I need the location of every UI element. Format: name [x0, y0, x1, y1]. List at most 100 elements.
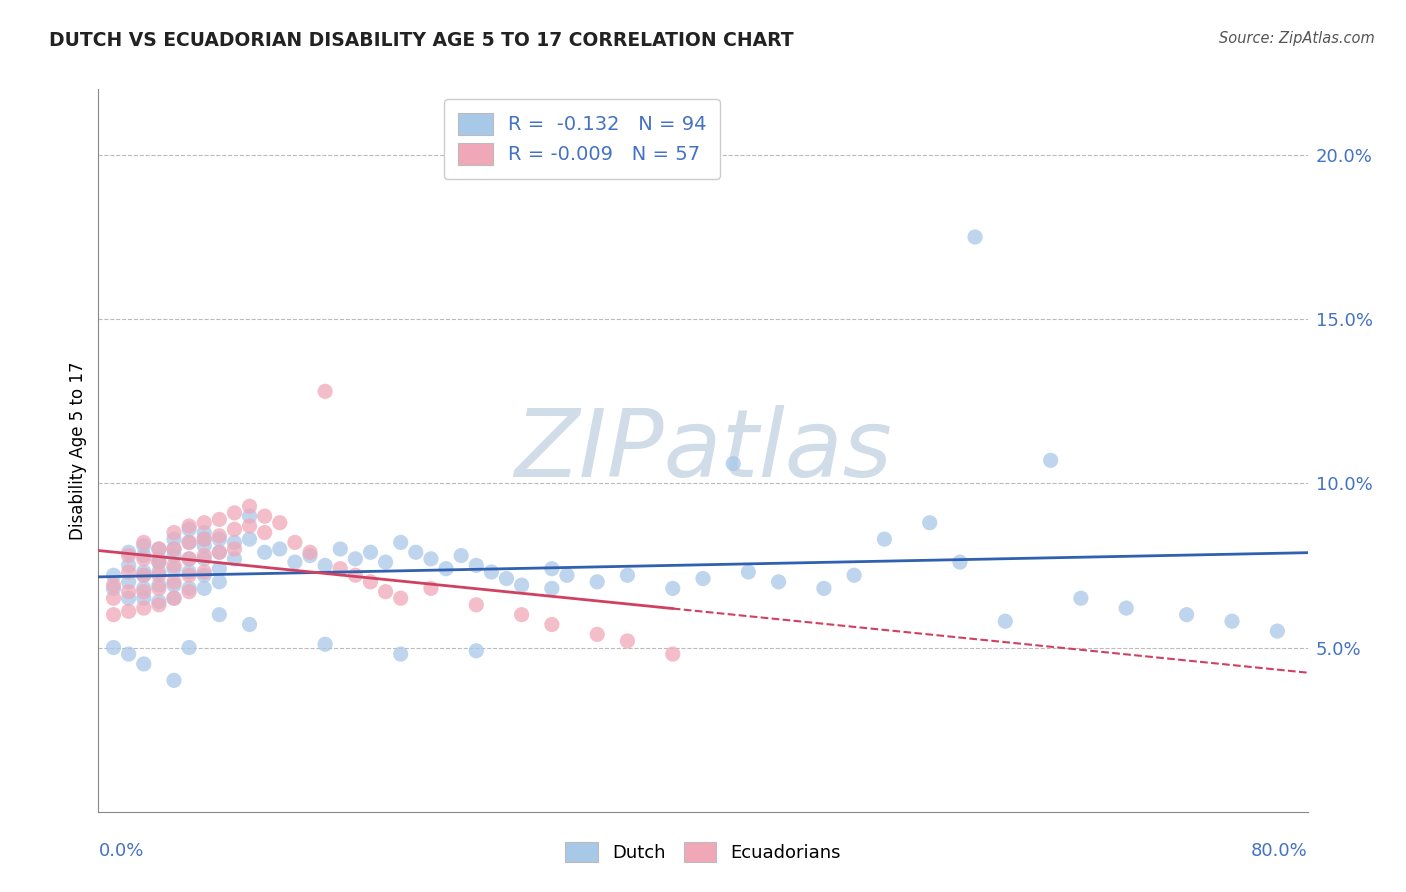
- Point: [118, 591, 141, 606]
- Point: [965, 230, 987, 244]
- Point: [360, 545, 382, 559]
- Point: [224, 551, 246, 566]
- Point: [132, 591, 155, 606]
- Point: [193, 525, 215, 540]
- Point: [586, 627, 609, 641]
- Point: [132, 582, 155, 596]
- Point: [118, 647, 141, 661]
- Point: [103, 607, 125, 622]
- Point: [540, 582, 562, 596]
- Point: [224, 541, 246, 556]
- Point: [616, 634, 638, 648]
- Point: [329, 541, 352, 556]
- Point: [239, 532, 262, 546]
- Point: [132, 549, 155, 563]
- Point: [314, 384, 336, 399]
- Point: [616, 568, 638, 582]
- Point: [269, 516, 291, 530]
- Point: [193, 568, 215, 582]
- Point: [163, 578, 186, 592]
- Point: [148, 551, 170, 566]
- Point: [344, 568, 367, 582]
- Point: [1115, 601, 1137, 615]
- Text: 0.0%: 0.0%: [98, 842, 143, 860]
- Point: [510, 607, 533, 622]
- Point: [132, 535, 155, 549]
- Point: [148, 541, 170, 556]
- Point: [420, 551, 443, 566]
- Point: [193, 539, 215, 553]
- Point: [405, 545, 427, 559]
- Point: [768, 574, 790, 589]
- Point: [723, 457, 745, 471]
- Point: [314, 558, 336, 573]
- Point: [163, 574, 186, 589]
- Text: DUTCH VS ECUADORIAN DISABILITY AGE 5 TO 17 CORRELATION CHART: DUTCH VS ECUADORIAN DISABILITY AGE 5 TO …: [49, 31, 794, 50]
- Point: [224, 506, 246, 520]
- Point: [208, 545, 231, 559]
- Point: [118, 584, 141, 599]
- Point: [132, 565, 155, 579]
- Point: [103, 568, 125, 582]
- Text: Source: ZipAtlas.com: Source: ZipAtlas.com: [1219, 31, 1375, 46]
- Point: [179, 551, 201, 566]
- Point: [239, 509, 262, 524]
- Point: [434, 562, 457, 576]
- Legend: Dutch, Ecuadorians: Dutch, Ecuadorians: [558, 834, 848, 870]
- Point: [994, 614, 1017, 628]
- Point: [179, 640, 201, 655]
- Point: [118, 558, 141, 573]
- Point: [148, 555, 170, 569]
- Point: [163, 591, 186, 606]
- Point: [239, 617, 262, 632]
- Legend: R =  -0.132   N = 94, R = -0.009   N = 57: R = -0.132 N = 94, R = -0.009 N = 57: [444, 99, 720, 178]
- Point: [224, 535, 246, 549]
- Point: [179, 565, 201, 579]
- Point: [692, 572, 714, 586]
- Point: [844, 568, 866, 582]
- Point: [193, 532, 215, 546]
- Point: [299, 549, 322, 563]
- Point: [284, 555, 307, 569]
- Point: [253, 545, 276, 559]
- Point: [253, 525, 276, 540]
- Point: [239, 500, 262, 514]
- Point: [1220, 614, 1243, 628]
- Point: [132, 568, 155, 582]
- Point: [374, 584, 396, 599]
- Point: [179, 551, 201, 566]
- Point: [163, 541, 186, 556]
- Point: [179, 568, 201, 582]
- Point: [224, 522, 246, 536]
- Point: [661, 647, 683, 661]
- Point: [103, 640, 125, 655]
- Point: [132, 539, 155, 553]
- Point: [208, 607, 231, 622]
- Point: [239, 519, 262, 533]
- Point: [103, 582, 125, 596]
- Point: [179, 582, 201, 596]
- Point: [103, 578, 125, 592]
- Point: [465, 644, 488, 658]
- Point: [495, 572, 517, 586]
- Point: [148, 582, 170, 596]
- Point: [661, 582, 683, 596]
- Point: [148, 598, 170, 612]
- Point: [193, 582, 215, 596]
- Point: [314, 637, 336, 651]
- Point: [208, 562, 231, 576]
- Point: [360, 574, 382, 589]
- Point: [118, 604, 141, 618]
- Point: [179, 519, 201, 533]
- Point: [269, 541, 291, 556]
- Point: [586, 574, 609, 589]
- Point: [208, 545, 231, 559]
- Point: [163, 541, 186, 556]
- Y-axis label: Disability Age 5 to 17: Disability Age 5 to 17: [69, 361, 87, 540]
- Point: [193, 565, 215, 579]
- Point: [510, 578, 533, 592]
- Point: [118, 549, 141, 563]
- Point: [132, 601, 155, 615]
- Point: [208, 574, 231, 589]
- Point: [1267, 624, 1289, 639]
